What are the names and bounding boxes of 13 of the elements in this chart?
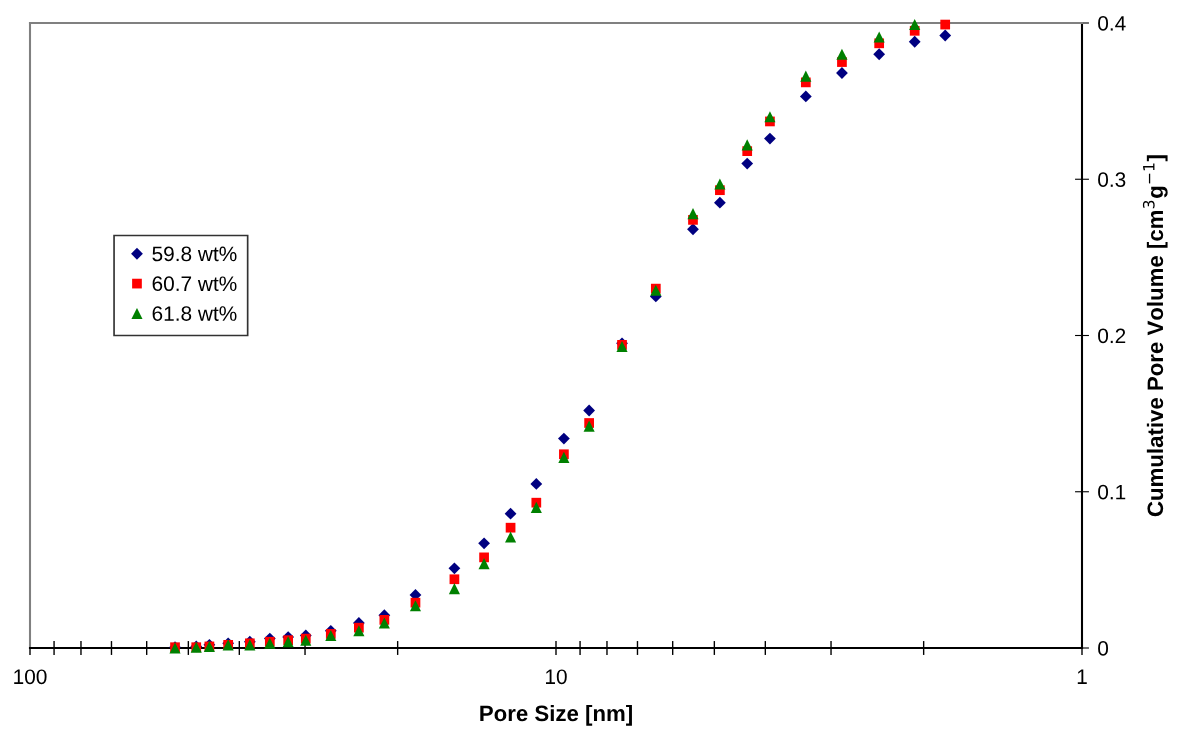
x-tick-label: 100 bbox=[14, 669, 47, 685]
legend-label: 61.8 wt% bbox=[152, 306, 237, 321]
y-tick-label: 0 bbox=[1098, 641, 1109, 656]
x-tick-label: 1 bbox=[1077, 669, 1087, 684]
x-axis-title: Pore Size [nm] bbox=[480, 704, 632, 726]
y-axis-title: Cumulative Pore Volume [cm$^{3}$g$^{−1}$] bbox=[1142, 155, 1168, 517]
y-tick-label: 0.2 bbox=[1098, 328, 1126, 344]
y-tick-label: 0.3 bbox=[1098, 172, 1126, 187]
legend-label: 60.7 wt% bbox=[152, 276, 237, 292]
y-tick-label: 0.4 bbox=[1098, 16, 1126, 31]
x-tick-label: 10 bbox=[546, 669, 567, 685]
y-tick-label: 0.1 bbox=[1098, 484, 1126, 500]
legend-label: 59.8 wt% bbox=[152, 246, 237, 262]
